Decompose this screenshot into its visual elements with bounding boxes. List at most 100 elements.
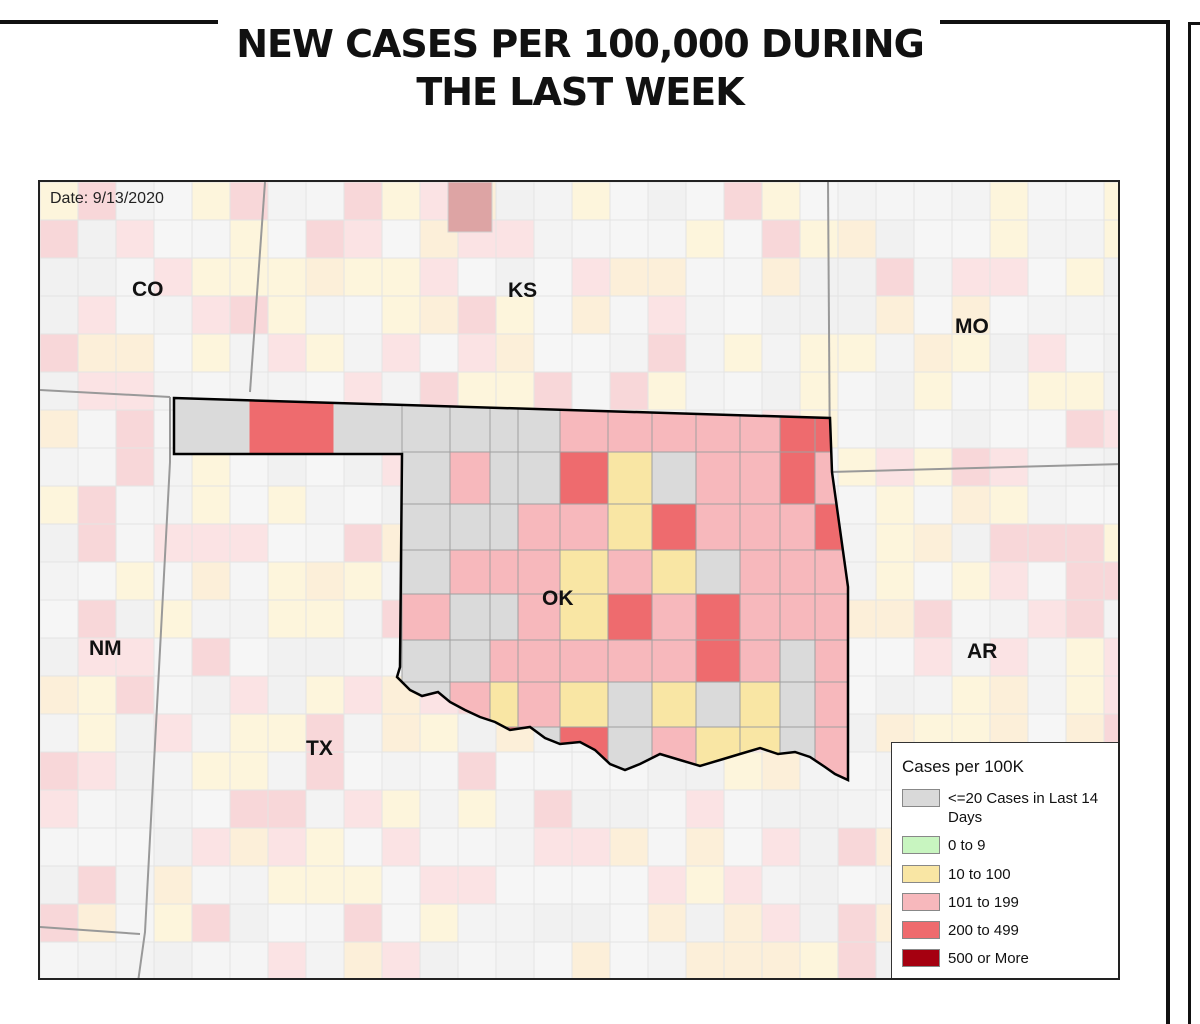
county (799, 941, 839, 978)
county (875, 333, 915, 373)
county (191, 561, 231, 601)
county (761, 827, 801, 867)
county (419, 333, 459, 373)
county (739, 549, 781, 595)
county (229, 599, 269, 639)
county (77, 599, 117, 639)
county (267, 182, 307, 221)
legend-label: 0 to 9 (948, 837, 986, 854)
county (814, 639, 848, 683)
county (951, 409, 991, 449)
county (739, 639, 781, 683)
county (305, 257, 345, 297)
frame-line-far-right-vertical (1188, 22, 1191, 1024)
county (115, 523, 155, 563)
county (723, 333, 763, 373)
county (913, 219, 953, 259)
county (229, 485, 269, 525)
county (191, 295, 231, 335)
county (267, 941, 307, 978)
county (1027, 523, 1067, 563)
county (609, 219, 649, 259)
county (343, 523, 383, 563)
county (229, 903, 269, 943)
county (695, 503, 741, 551)
county (761, 257, 801, 297)
county (343, 865, 383, 905)
county (559, 639, 609, 683)
county (1027, 333, 1067, 373)
county (1103, 561, 1118, 601)
county (533, 751, 573, 791)
county (381, 903, 421, 943)
county (267, 789, 307, 829)
county (1103, 675, 1118, 715)
county (115, 941, 155, 978)
county (343, 257, 383, 297)
county (305, 789, 345, 829)
county (40, 485, 79, 525)
county (381, 789, 421, 829)
county (343, 333, 383, 373)
county (229, 713, 269, 753)
county (305, 523, 345, 563)
county (533, 182, 573, 221)
county (761, 295, 801, 335)
county (115, 257, 155, 297)
state-label-tx: TX (306, 737, 333, 760)
county (305, 865, 345, 905)
county (305, 941, 345, 978)
county (989, 219, 1029, 259)
county (267, 257, 307, 297)
legend-swatch (902, 949, 940, 967)
county (951, 637, 991, 677)
county (77, 675, 117, 715)
county (77, 371, 117, 411)
county (571, 903, 611, 943)
county (913, 409, 953, 449)
county (40, 295, 79, 335)
county (305, 827, 345, 867)
county (495, 827, 535, 867)
county (267, 485, 307, 525)
county (489, 639, 519, 683)
county (571, 257, 611, 297)
county (609, 941, 649, 978)
county (533, 333, 573, 373)
county (651, 681, 697, 728)
county (489, 681, 519, 728)
county (571, 333, 611, 373)
county (153, 599, 193, 639)
county (115, 903, 155, 943)
county (837, 903, 877, 943)
county (191, 941, 231, 978)
county (799, 789, 839, 829)
county (571, 371, 611, 411)
county (837, 865, 877, 905)
county (40, 333, 79, 373)
county (761, 903, 801, 943)
county (495, 865, 535, 905)
county (447, 182, 493, 233)
county (419, 903, 459, 943)
county (723, 371, 763, 411)
county (779, 549, 816, 595)
county (989, 409, 1029, 449)
title-line-2: THE LAST WEEK (416, 70, 744, 114)
county (685, 903, 725, 943)
county (1103, 333, 1118, 373)
county (115, 447, 155, 487)
county (647, 827, 687, 867)
county (951, 371, 991, 411)
county (1065, 485, 1105, 525)
county (267, 295, 307, 335)
county (267, 751, 307, 791)
county (695, 451, 741, 505)
county (381, 751, 421, 791)
legend-label: 200 to 499 (948, 922, 1019, 939)
county (343, 713, 383, 753)
county (115, 751, 155, 791)
county (1065, 182, 1105, 221)
county (40, 599, 79, 639)
county (401, 451, 451, 505)
